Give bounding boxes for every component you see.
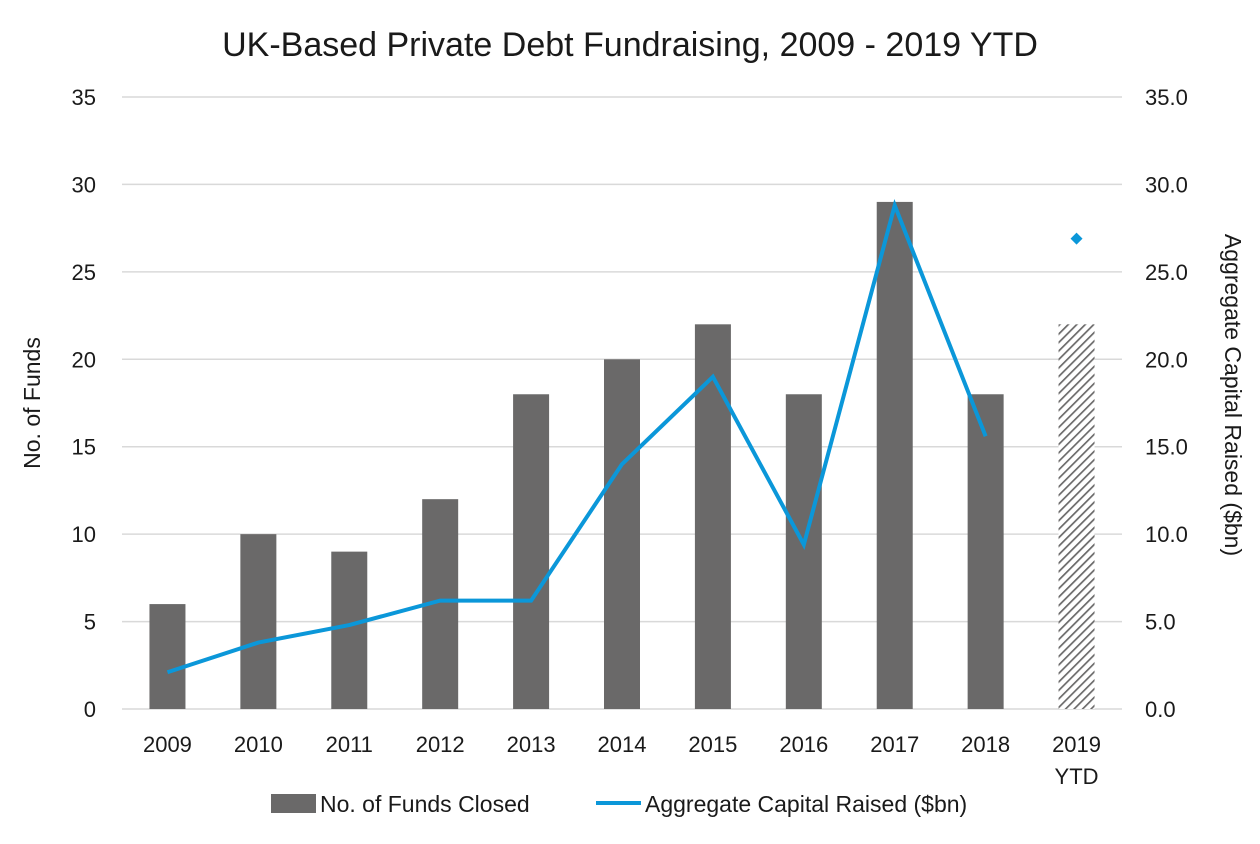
y-tick-label: 35 [72, 85, 96, 110]
y2-tick-label: 30.0 [1145, 172, 1188, 197]
y-tick-label: 10 [72, 522, 96, 547]
legend: No. of Funds Closed Aggregate Capital Ra… [271, 791, 967, 817]
bar-series [149, 201, 1095, 709]
legend-label-line: Aggregate Capital Raised ($bn) [645, 791, 967, 817]
capital-line [166, 199, 988, 675]
axes: 0 5 10 15 20 25 30 35 0.0 5.0 10.0 15.0 20.0 25.0 30.0… [72, 85, 1188, 789]
x-tick-label: 2011 [326, 732, 373, 757]
y2-tick-label: 35.0 [1145, 85, 1188, 110]
y-tick-label: 30 [72, 172, 96, 197]
x-tick-label: 2012 [416, 732, 465, 757]
y2-tick-label: 0.0 [1145, 697, 1176, 722]
y2-tick-label: 5.0 [1145, 610, 1176, 635]
y-tick-label: 20 [72, 347, 96, 372]
bar [785, 394, 822, 709]
y-tick-label: 15 [72, 435, 96, 460]
x-tick-label: 2013 [507, 732, 556, 757]
bar-hatched [1058, 324, 1095, 709]
chart-title: UK-Based Private Debt Fundraising, 2009 … [222, 26, 1038, 64]
legend-label-bars: No. of Funds Closed [320, 791, 530, 817]
x-tick-label: 2009 [143, 732, 192, 757]
bar [876, 201, 913, 709]
bar [967, 394, 1004, 709]
y-axis-title: No. of Funds [19, 337, 45, 469]
x-tick-label: 2018 [961, 732, 1010, 757]
x-tick-label: 2010 [234, 732, 283, 757]
y2-tick-label: 10.0 [1145, 522, 1188, 547]
bar [149, 604, 186, 709]
y2-tick-label: 20.0 [1145, 347, 1188, 372]
y-tick-label: 25 [72, 260, 96, 285]
bar [604, 359, 640, 709]
capital-marker [1070, 232, 1083, 245]
bar [240, 534, 277, 709]
x-tick-label: 2017 [870, 732, 919, 757]
y2-axis-title: Aggregate Capital Raised ($bn) [1220, 234, 1246, 556]
y-tick-label: 0 [84, 697, 96, 722]
y2-tick-label: 25.0 [1145, 260, 1188, 285]
bar [513, 394, 550, 709]
x-tick-label: 2014 [598, 732, 647, 757]
y2-tick-label: 15.0 [1145, 435, 1188, 460]
line-series [166, 199, 1083, 675]
x-tick-label: 2015 [688, 732, 737, 757]
y-tick-label: 5 [84, 610, 96, 635]
x-tick-label: 2019 YTD [1052, 732, 1101, 789]
bar [694, 324, 731, 709]
legend-swatch-bars [271, 794, 316, 813]
x-tick-label: 2016 [779, 732, 828, 757]
bar [331, 551, 368, 709]
